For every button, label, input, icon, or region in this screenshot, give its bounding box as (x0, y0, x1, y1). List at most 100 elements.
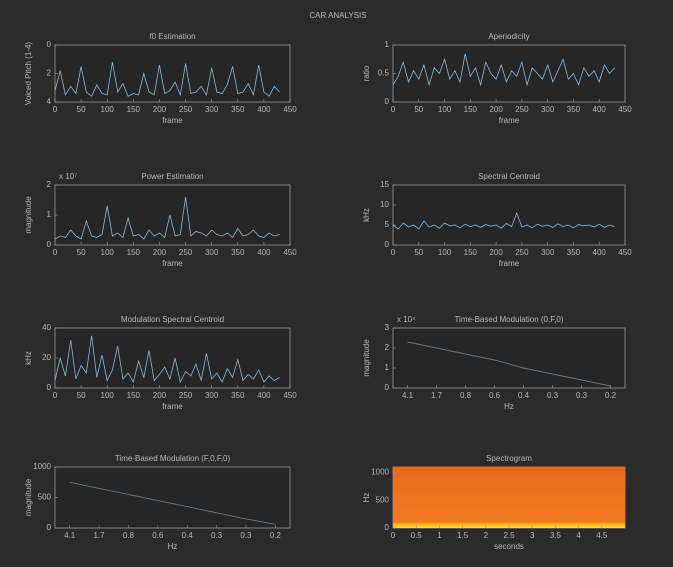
x-tick-label: 400 (257, 391, 271, 400)
y-tick-label: 1 (47, 210, 52, 219)
plot-title: Power Estimation (141, 172, 203, 181)
y-tick-label: 0 (385, 383, 390, 392)
axis-box (55, 328, 290, 388)
x-tick-label: 4.1 (402, 391, 414, 400)
x-tick-label: 3 (530, 531, 535, 540)
y-tick-label: 10 (380, 200, 389, 209)
x-tick-label: 0.3 (240, 531, 252, 540)
plot-title: Time-Based Modulation (0,F,0) (454, 315, 563, 324)
axis-box (393, 328, 625, 388)
y-axis-label: Voiced Pitch (1-4) (24, 42, 33, 105)
y-tick-label: 500 (38, 493, 52, 502)
x-tick-label: 0.5 (411, 531, 423, 540)
x-tick-label: 200 (153, 391, 167, 400)
y-tick-label: 1000 (33, 462, 51, 471)
x-tick-label: 0 (391, 248, 396, 257)
x-tick-label: 0.3 (576, 391, 588, 400)
x-tick-label: 100 (438, 248, 452, 257)
figure: CAR ANALYSIS f0 EstimationframeVoiced Pi… (0, 0, 673, 567)
x-tick-label: 0.8 (123, 531, 135, 540)
x-tick-label: 0.8 (460, 391, 472, 400)
x-tick-label: 2 (484, 531, 489, 540)
y-tick-label: 0 (385, 240, 390, 249)
x-tick-label: 250 (179, 391, 193, 400)
y-axis-label: magnitude (24, 196, 33, 234)
y-tick-label: 0 (385, 97, 390, 106)
x-tick-label: 300 (205, 248, 219, 257)
x-tick-label: 3.5 (550, 531, 562, 540)
y-tick-label: 2 (47, 180, 52, 189)
x-axis-label: frame (499, 116, 520, 125)
x-tick-label: 450 (283, 391, 297, 400)
x-tick-label: 50 (77, 391, 86, 400)
x-axis-label: frame (162, 259, 183, 268)
plot-title: Spectral Centroid (478, 172, 540, 181)
y-tick-label: 2 (47, 69, 52, 78)
x-tick-label: 0.6 (152, 531, 164, 540)
y-axis-label: kHz (362, 208, 371, 222)
x-tick-label: 0 (53, 105, 58, 114)
x-tick-label: 0.2 (605, 391, 617, 400)
x-tick-label: 400 (257, 248, 271, 257)
spectrogram-image (393, 467, 625, 528)
x-tick-label: 250 (179, 248, 193, 257)
y-tick-label: 1 (385, 363, 390, 372)
y-axis-label: magnitude (24, 478, 33, 516)
x-tick-label: 300 (541, 248, 555, 257)
x-tick-label: 0.2 (270, 531, 282, 540)
x-tick-label: 0.4 (518, 391, 530, 400)
x-tick-label: 400 (593, 105, 607, 114)
x-tick-label: 150 (464, 248, 478, 257)
y-tick-label: 0 (47, 523, 52, 532)
plot-title: Modulation Spectral Centroid (121, 315, 224, 324)
x-tick-label: 350 (231, 105, 245, 114)
y-axis-label: kHz (24, 351, 33, 365)
x-tick-label: 150 (127, 248, 141, 257)
x-tick-label: 50 (77, 105, 86, 114)
x-tick-label: 50 (414, 248, 423, 257)
axis-box (393, 45, 625, 102)
y-tick-label: 0 (385, 523, 390, 532)
y-tick-label: 20 (42, 353, 51, 362)
x-tick-label: 100 (101, 105, 115, 114)
x-tick-label: 350 (567, 105, 581, 114)
x-axis-label: Hz (168, 542, 178, 551)
x-tick-label: 250 (515, 105, 529, 114)
x-tick-label: 400 (257, 105, 271, 114)
x-tick-label: 1.7 (94, 531, 106, 540)
axis-exponent: x 10⁴ (397, 315, 416, 324)
x-tick-label: 150 (127, 105, 141, 114)
figure-title: CAR ANALYSIS (309, 11, 366, 20)
axis-box (55, 45, 290, 102)
x-tick-label: 0 (391, 531, 396, 540)
x-tick-label: 0 (53, 248, 58, 257)
y-tick-label: 3 (385, 323, 390, 332)
axis-exponent: x 10⁷ (59, 172, 77, 181)
x-tick-label: 0.6 (489, 391, 501, 400)
x-tick-label: 300 (205, 391, 219, 400)
y-tick-label: 0 (47, 40, 52, 49)
plot-title: Aperiodicity (488, 32, 529, 41)
y-axis-label: magnitude (362, 339, 371, 377)
y-tick-label: 0 (47, 383, 52, 392)
x-tick-label: 1.5 (457, 531, 469, 540)
axis-box (393, 185, 625, 245)
y-tick-label: 15 (380, 180, 389, 189)
axis-box (55, 185, 290, 245)
x-tick-label: 450 (618, 105, 632, 114)
y-tick-label: 0.5 (378, 69, 390, 78)
x-tick-label: 150 (464, 105, 478, 114)
x-tick-label: 350 (231, 248, 245, 257)
x-tick-label: 150 (127, 391, 141, 400)
y-tick-label: 40 (42, 323, 51, 332)
x-tick-label: 300 (541, 105, 555, 114)
x-tick-label: 450 (283, 248, 297, 257)
x-tick-label: 350 (567, 248, 581, 257)
x-tick-label: 200 (153, 105, 167, 114)
x-tick-label: 1 (437, 531, 442, 540)
x-tick-label: 0.3 (547, 391, 559, 400)
y-axis-label: Hz (362, 493, 371, 503)
plot-title: Time-Based Modulation (F,0,F,0) (115, 454, 231, 463)
x-tick-label: 50 (77, 248, 86, 257)
x-tick-label: 450 (618, 248, 632, 257)
